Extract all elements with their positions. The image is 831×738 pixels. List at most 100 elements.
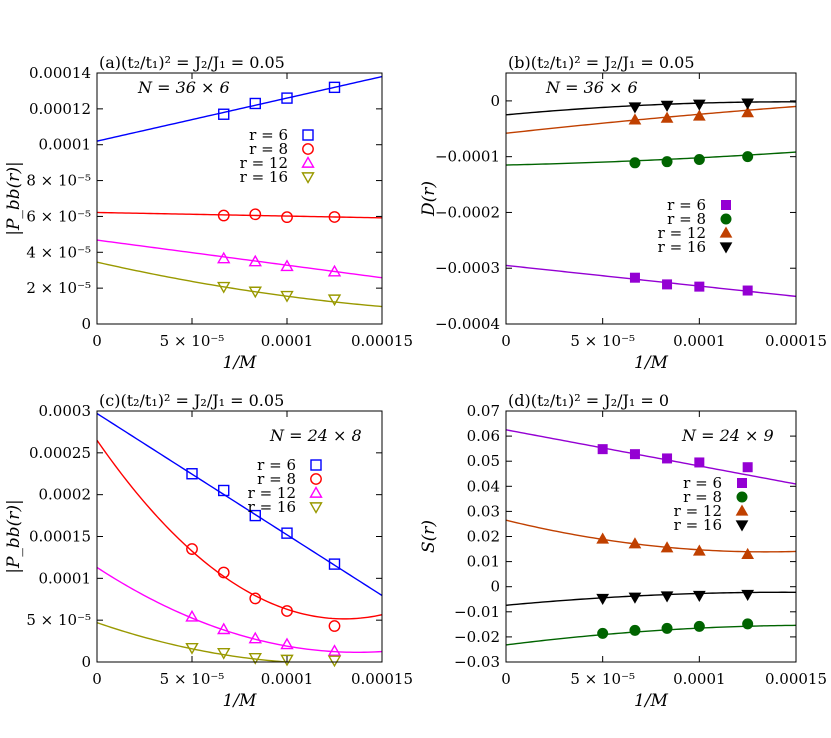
y-axis-label: D(r) (419, 181, 439, 217)
data-point (248, 652, 262, 665)
y-tick-label: 0 (81, 653, 91, 671)
data-point (597, 627, 609, 639)
system-size-label: N = 24 × 8 (269, 426, 362, 445)
legend-marker (301, 156, 315, 168)
legend-c: r = 6r = 8r = 12r = 16 (248, 456, 323, 516)
x-tick-label: 0.00015 (351, 332, 413, 350)
data-point (248, 631, 262, 644)
x-tick-label: 0 (501, 670, 511, 688)
panel-title: (a)(t₂/t₁)² = J₂/J₁ = 0.05 (99, 53, 285, 72)
data-point (692, 590, 706, 602)
data-point (596, 593, 610, 606)
fit-curves-c (97, 412, 382, 662)
legend-label: r = 8 (257, 470, 296, 488)
legend-label: r = 6 (249, 126, 288, 144)
legend-marker (719, 242, 733, 254)
legend-label: r = 16 (240, 168, 288, 186)
data-point (218, 108, 230, 120)
system-size-label: N = 36 × 6 (137, 78, 230, 97)
x-tick-label: 0.00015 (765, 670, 827, 688)
data-point (218, 484, 230, 497)
y-tick-label: 0.05 (467, 452, 500, 470)
series-4-points (596, 589, 755, 606)
data-point (741, 106, 755, 118)
y-tick-label: −0.0003 (435, 259, 500, 277)
data-point (742, 462, 753, 473)
series-2-points (597, 618, 754, 639)
y-tick-label: 0.00012 (29, 100, 91, 118)
y-tick-label: −0.03 (454, 653, 500, 671)
x-tick-label: 5 × 10⁻⁵ (570, 332, 635, 350)
system-size-label: N = 36 × 6 (545, 78, 638, 97)
data-point (217, 251, 231, 264)
data-point (248, 286, 262, 299)
legend-marker (302, 129, 314, 141)
y-tick-label: 0.0001 (39, 569, 92, 587)
fit-curves-d (506, 429, 796, 646)
data-point (661, 156, 673, 168)
legend-label: r = 8 (667, 210, 706, 228)
data-point (327, 294, 342, 307)
x-tick-label: 0 (501, 332, 511, 350)
data-point (661, 622, 673, 634)
data-point (281, 92, 293, 104)
y-tick-label: 4 × 10⁻⁵ (26, 243, 91, 261)
legend-a: r = 6r = 8r = 12r = 16 (240, 126, 315, 186)
legend-label: r = 12 (240, 154, 288, 172)
panel-title: (b)(t₂/t₁)² = J₂/J₁ = 0.05 (508, 53, 695, 72)
axis-frame-a (96, 72, 383, 325)
data-point (328, 558, 341, 570)
x-axis-label: 1/M (223, 353, 258, 373)
legend-label: r = 12 (674, 502, 722, 520)
data-point (280, 259, 294, 272)
x-tick-label: 0.00015 (351, 670, 413, 688)
legend-label: r = 8 (683, 488, 722, 506)
fit-curve-series-3 (506, 519, 796, 553)
y-tick-label: 0.00014 (29, 64, 91, 82)
fit-curve-series-3 (97, 566, 382, 654)
y-tick-label: 0.00025 (29, 444, 91, 462)
data-point (217, 647, 231, 660)
legend-label: r = 16 (248, 498, 296, 516)
data-point (692, 109, 706, 121)
series-1-points (218, 81, 341, 120)
legend-marker (309, 486, 323, 498)
data-point (328, 81, 341, 94)
x-tick-label: 0.0001 (261, 670, 314, 688)
y-axis-label: |P_bb(r)| (4, 499, 24, 574)
data-point (217, 566, 230, 579)
legend-marker (302, 143, 314, 155)
x-tick-label: 0.00015 (765, 332, 827, 350)
series-2-points (629, 151, 754, 169)
series-3-points (628, 106, 755, 125)
data-point (693, 153, 705, 165)
x-tick-label: 0.0001 (673, 332, 726, 350)
series-2-points (217, 208, 341, 224)
data-point (692, 99, 706, 111)
data-point (186, 543, 198, 555)
panel-d: 0 5 × 10⁻⁵ 0.0001 0.00015 −0.03 −0.02 −0.01 0 0.… (419, 391, 827, 711)
panel-b: 0 5 × 10⁻⁵ 0.0001 0.00015 0 −0.0001 −0.0002 −0.… (419, 53, 827, 373)
legend-label: r = 16 (674, 516, 722, 534)
data-point (281, 605, 293, 617)
legend-b: r = 6r = 8r = 12r = 16 (658, 196, 733, 256)
legend-marker (719, 226, 733, 238)
y-tick-label: 0.07 (467, 402, 500, 420)
legend-label: r = 12 (658, 224, 706, 242)
x-tick-label: 0.0001 (261, 332, 314, 350)
series-4-points (185, 642, 342, 668)
y-tick-label: −0.0002 (435, 203, 500, 221)
fit-curve-series-2 (97, 211, 382, 219)
x-tick-label: 0 (92, 332, 102, 350)
legend-label: r = 6 (257, 456, 296, 474)
data-point (742, 151, 754, 163)
y-tick-label: 0.03 (467, 502, 500, 520)
y-tick-label: 8 × 10⁻⁵ (26, 172, 91, 190)
y-tick-label: 0 (490, 578, 500, 596)
data-point (629, 272, 640, 283)
data-point (660, 111, 674, 123)
y-tick-label: 0.06 (467, 427, 500, 445)
legend-marker (310, 473, 322, 485)
y-tick-label: 0 (81, 315, 91, 333)
